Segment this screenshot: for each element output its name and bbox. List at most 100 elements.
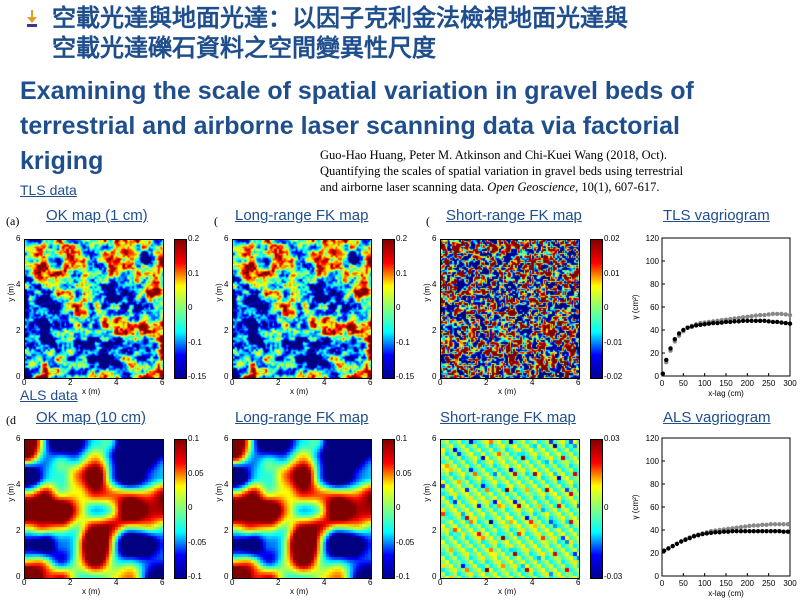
variogram-point — [704, 531, 709, 536]
variogram-point — [732, 319, 737, 324]
colorbar-tick-label: 0 — [604, 303, 609, 312]
map-y-axis-label: y (m) — [214, 483, 224, 502]
variogram-point — [736, 315, 741, 321]
x-tick-label: 150 — [719, 579, 733, 588]
heatmap-image — [232, 239, 372, 379]
variogram-point — [787, 321, 793, 326]
variogram-point — [670, 543, 675, 549]
map-x-axis-label: x (m) — [82, 387, 101, 396]
citation-journal: Open Geoscience — [487, 180, 576, 194]
als-short-range-panel: y (m) 0 2 4 6 0 2 4 6 x (m) 0.03 0 -0.03 — [422, 428, 632, 596]
x-tick-label: 150 — [719, 379, 733, 388]
section-als-label: ALS data — [20, 387, 78, 403]
x-tick-label: 50 — [679, 379, 688, 388]
variogram-point — [681, 327, 686, 333]
als-short-range-label: Short-range FK map — [440, 409, 576, 426]
variogram-point — [708, 530, 714, 536]
map-y-tick: 4 — [16, 280, 21, 289]
variogram-point — [783, 312, 788, 317]
map-y-tick: 4 — [224, 480, 229, 489]
map-x-tick: 6 — [160, 378, 165, 387]
x-tick-label: 0 — [660, 579, 665, 588]
variogram-point — [664, 357, 669, 363]
variogram-point — [779, 311, 784, 317]
colorbar — [382, 439, 395, 579]
variogram-point — [775, 319, 780, 325]
variogram-point — [693, 323, 699, 328]
colorbar-tick-label: 0.1 — [188, 434, 200, 443]
als-long-range-label: Long-range FK map — [235, 409, 369, 426]
variogram-point — [668, 346, 673, 351]
variogram-point — [766, 312, 771, 317]
x-tick-label: 250 — [762, 379, 776, 388]
variogram-point — [661, 548, 667, 553]
x-tick-label: 250 — [762, 579, 776, 588]
map-y-tick: 2 — [432, 526, 437, 535]
colorbar-tick-label: 0 — [188, 503, 193, 512]
map-y-tick: 0 — [432, 572, 437, 581]
variogram-point — [772, 522, 778, 527]
colorbar — [382, 239, 395, 379]
map-x-tick: 4 — [322, 378, 327, 387]
variogram-point — [702, 322, 707, 327]
citation-line3: and airborne laser scanning data. Open G… — [320, 180, 660, 194]
variogram-point — [745, 318, 750, 323]
colorbar-tick-label: 0 — [396, 503, 401, 512]
map-x-tick: 0 — [22, 378, 27, 387]
map-y-tick: 6 — [16, 434, 21, 443]
bullet-icon — [26, 8, 38, 30]
variogram-point — [757, 318, 763, 323]
map-x-tick: 2 — [276, 578, 281, 587]
colorbar-tick-label: 0.2 — [188, 234, 200, 243]
title-chinese-line2: 空載光達礫石資料之空間變異性尺度 — [52, 34, 436, 62]
colorbar-tick-label: 0.03 — [604, 434, 620, 443]
panel-letter-d: (d — [6, 413, 16, 427]
variogram-point — [745, 314, 750, 319]
map-y-tick: 4 — [224, 280, 229, 289]
variogram-point — [764, 522, 769, 528]
variogram-point — [770, 311, 776, 317]
colorbar-tick-label: 0 — [396, 303, 401, 312]
map-x-tick: 4 — [322, 578, 327, 587]
x-tick-label: 200 — [741, 579, 755, 588]
y-axis-label: γ (cm²) — [631, 494, 640, 519]
variogram-point — [768, 522, 773, 527]
map-x-tick: 0 — [438, 578, 443, 587]
map-x-tick: 6 — [576, 578, 581, 587]
map-x-tick: 0 — [230, 578, 235, 587]
tls-ok-map-label: OK map (1 cm) — [46, 207, 148, 224]
map-x-tick: 0 — [438, 378, 443, 387]
citation-line1: Guo-Hao Huang, Peter M. Atkinson and Chi… — [320, 148, 667, 162]
colorbar-tick-label: -0.1 — [396, 337, 410, 347]
map-y-tick: 6 — [16, 234, 21, 243]
y-tick-label: 20 — [650, 349, 659, 358]
variogram-point — [747, 523, 752, 529]
tls-ok-map-panel: y (m) 0 2 4 6 0 2 4 6 x (m) 0.2 0.1 0 -0.1 -0.15 — [6, 228, 216, 396]
colorbar-tick-label: -0.03 — [604, 572, 623, 581]
colorbar-tick-label: 0.1 — [396, 434, 408, 443]
map-y-tick: 2 — [224, 326, 229, 335]
variogram-point — [743, 528, 748, 534]
tls-long-range-panel: y (m) 0 2 4 6 0 2 4 6 x (m) 0.2 0.1 0 -0.1 -0.15 — [214, 228, 424, 396]
variogram-point — [736, 319, 741, 324]
variogram-point — [760, 522, 765, 528]
variogram-point — [787, 312, 793, 318]
colorbar-tick-label: 0.1 — [396, 268, 408, 278]
variogram-point — [685, 325, 690, 330]
panel-letter-b: ( — [214, 214, 218, 228]
map-y-axis-label: y (m) — [422, 283, 432, 302]
map-x-tick: 0 — [22, 578, 27, 587]
colorbar-tick-label: -0.05 — [396, 537, 415, 547]
variogram-point — [777, 522, 782, 527]
variogram-point — [779, 320, 784, 325]
colorbar-tick-label: -0.15 — [188, 372, 207, 381]
variogram-point — [770, 319, 776, 325]
map-y-tick: 2 — [16, 326, 21, 335]
colorbar-tick-label: -0.02 — [604, 372, 623, 381]
map-x-tick: 6 — [576, 378, 581, 387]
map-x-tick: 2 — [68, 378, 73, 387]
variogram-point — [700, 531, 705, 537]
map-y-tick: 6 — [432, 434, 437, 443]
variogram-point — [738, 524, 744, 530]
variogram-point — [666, 546, 671, 551]
